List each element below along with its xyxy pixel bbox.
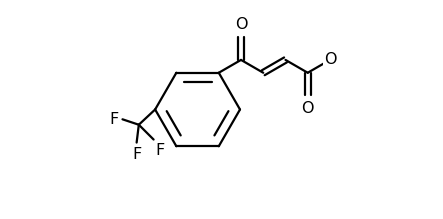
- Text: F: F: [155, 143, 165, 158]
- Text: O: O: [235, 17, 247, 32]
- Text: F: F: [132, 147, 141, 162]
- Text: O: O: [302, 101, 314, 116]
- Text: O: O: [324, 52, 336, 67]
- Text: F: F: [109, 112, 118, 127]
